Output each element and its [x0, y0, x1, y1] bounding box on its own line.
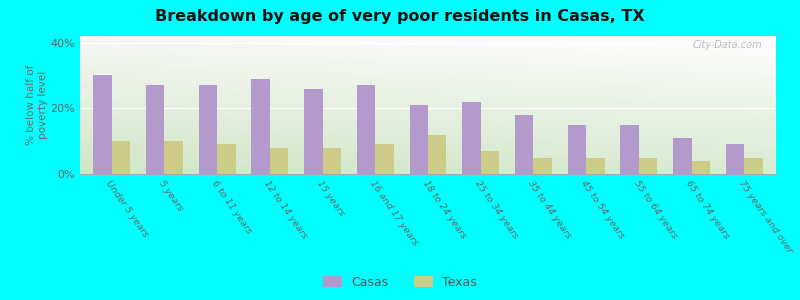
Bar	[673, 138, 692, 174]
Bar	[112, 141, 130, 174]
Bar	[198, 85, 217, 174]
Text: Breakdown by age of very poor residents in Casas, TX: Breakdown by age of very poor residents …	[155, 9, 645, 24]
Bar	[357, 85, 375, 174]
Bar	[481, 151, 499, 174]
Bar	[428, 135, 446, 174]
Bar	[462, 102, 481, 174]
Bar	[322, 148, 341, 174]
Bar	[744, 158, 763, 174]
Bar	[726, 144, 744, 174]
Bar	[639, 158, 658, 174]
Bar	[410, 105, 428, 174]
Bar	[146, 85, 164, 174]
Bar	[164, 141, 183, 174]
Bar	[586, 158, 605, 174]
Text: City-Data.com: City-Data.com	[693, 40, 762, 50]
Bar	[375, 144, 394, 174]
Bar	[515, 115, 534, 174]
Bar	[93, 75, 112, 174]
Bar	[692, 161, 710, 174]
Bar	[304, 88, 322, 174]
Y-axis label: % below half of
poverty level: % below half of poverty level	[26, 65, 48, 145]
Bar	[568, 125, 586, 174]
Bar	[251, 79, 270, 174]
Bar	[534, 158, 552, 174]
Bar	[217, 144, 235, 174]
Bar	[621, 125, 639, 174]
Legend: Casas, Texas: Casas, Texas	[318, 271, 482, 294]
Bar	[270, 148, 288, 174]
